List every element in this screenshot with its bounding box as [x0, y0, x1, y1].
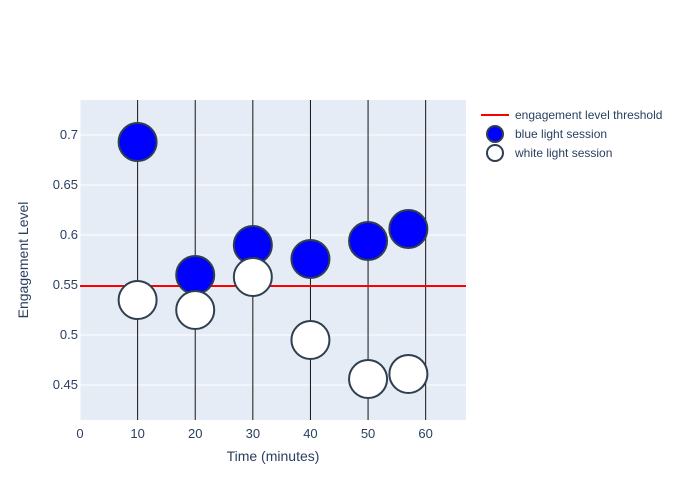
x-tick-label: 10	[130, 426, 144, 441]
legend[interactable]: engagement level threshold blue light se…	[481, 108, 662, 162]
y-axis-title: Engagement Level	[15, 202, 31, 319]
x-tick-label: 60	[418, 426, 432, 441]
white-light-marker[interactable]	[117, 280, 158, 320]
white-light-marker[interactable]	[348, 359, 389, 399]
x-tick-label: 0	[76, 426, 83, 441]
blue-light-marker[interactable]	[175, 255, 216, 295]
blue-light-marker[interactable]	[388, 209, 429, 249]
legend-white-swatch	[486, 144, 504, 162]
blue-light-marker[interactable]	[117, 122, 158, 162]
blue-light-marker[interactable]	[290, 239, 331, 279]
legend-item-blue-light[interactable]: blue light session	[486, 125, 607, 143]
legend-white-label: white light session	[514, 146, 612, 160]
y-tick-label: 0.65	[53, 177, 78, 192]
white-light-marker[interactable]	[388, 354, 429, 394]
x-tick-label: 40	[303, 426, 317, 441]
x-tick-label: 20	[188, 426, 202, 441]
y-tick-label: 0.5	[60, 327, 78, 342]
y-tick-label: 0.6	[60, 227, 78, 242]
white-light-marker[interactable]	[232, 257, 273, 297]
y-tick-label: 0.7	[60, 127, 78, 142]
y-axis-ticks: 0.45 0.5 0.55 0.6 0.65 0.7	[53, 127, 78, 392]
legend-item-threshold[interactable]: engagement level threshold	[481, 108, 662, 122]
y-tick-label: 0.45	[53, 377, 78, 392]
y-tick-label: 0.55	[53, 277, 78, 292]
white-light-marker[interactable]	[175, 290, 216, 330]
x-tick-label: 30	[246, 426, 260, 441]
legend-blue-label: blue light session	[515, 127, 607, 141]
x-axis-title: Time (minutes)	[227, 448, 320, 464]
legend-item-white-light[interactable]: white light session	[486, 144, 612, 162]
markers	[117, 122, 429, 399]
legend-threshold-label: engagement level threshold	[515, 108, 662, 122]
legend-blue-swatch	[486, 125, 504, 143]
blue-light-marker[interactable]	[348, 221, 389, 261]
x-axis-ticks: 0 10 20 30 40 50 60	[76, 426, 433, 441]
white-light-marker[interactable]	[290, 320, 331, 360]
x-tick-label: 50	[361, 426, 375, 441]
